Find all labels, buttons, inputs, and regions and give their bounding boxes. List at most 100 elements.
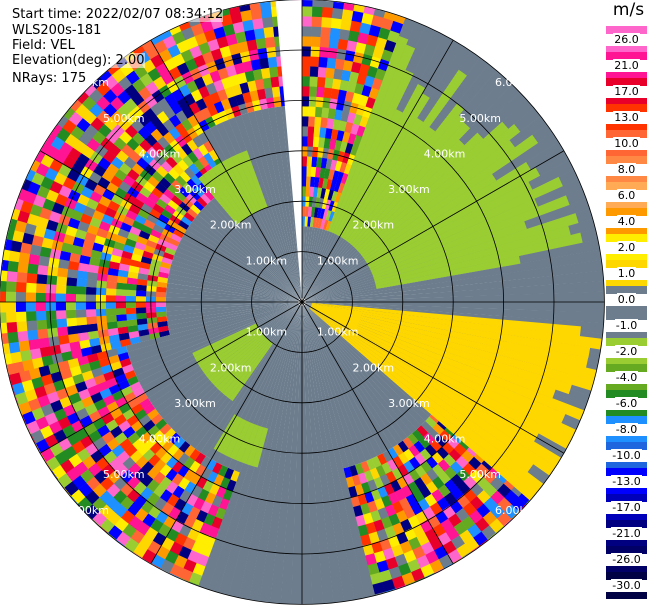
noise-cell (344, 142, 354, 155)
noise-cell (410, 568, 425, 582)
noise-cell (211, 516, 223, 530)
noise-cell (142, 419, 156, 432)
noise-cell (170, 233, 182, 243)
noise-cell (271, 86, 281, 98)
noise-cell (14, 391, 29, 406)
noise-cell (315, 96, 324, 108)
background-cell (169, 264, 299, 302)
background-cell (186, 225, 299, 300)
noise-cell (357, 31, 370, 45)
velocity-cell (359, 124, 521, 256)
noise-cell (153, 497, 167, 511)
noise-cell (222, 23, 236, 37)
noise-cell (307, 206, 313, 217)
noise-cell (5, 291, 17, 302)
noise-cell (369, 467, 381, 480)
noise-cell (203, 189, 215, 201)
colorbar-tick-label: 21.0 (606, 58, 647, 72)
noise-cell (385, 556, 399, 571)
noise-cell (437, 484, 451, 498)
noise-cell (444, 479, 458, 493)
noise-cell (166, 493, 180, 508)
noise-cell (420, 472, 433, 487)
background-cell (302, 305, 376, 598)
noise-cell (171, 472, 184, 486)
noise-cell (65, 309, 77, 319)
noise-cell (137, 267, 150, 275)
noise-cell (376, 528, 389, 542)
noise-cell (334, 108, 343, 121)
noise-cell (149, 441, 163, 455)
noise-cell (403, 448, 415, 462)
noise-cell (230, 11, 243, 24)
noise-cell (5, 281, 17, 293)
noise-cell (101, 412, 115, 425)
noise-cell (154, 418, 168, 431)
noise-cell (50, 352, 64, 365)
noise-cell (189, 448, 201, 462)
noise-cell (216, 88, 229, 102)
noise-cell (247, 79, 258, 92)
noise-cell (86, 224, 100, 236)
noise-cell (16, 210, 30, 224)
velocity-cell (311, 305, 359, 327)
noise-cell (408, 444, 421, 458)
noise-cell (190, 22, 205, 37)
noise-cell (90, 249, 103, 260)
velocity-cell (368, 181, 533, 269)
noise-cell (366, 458, 376, 471)
noise-cell (41, 237, 54, 249)
background-cell (302, 227, 318, 299)
noise-cell (228, 74, 240, 87)
noise-cell (384, 504, 397, 518)
noise-cell (425, 550, 440, 565)
colorbar-tick-label: -4.0 (606, 370, 647, 384)
noise-cell (118, 332, 130, 341)
noise-cell (77, 262, 90, 272)
noise-cell (111, 390, 125, 402)
noise-cell (310, 176, 316, 188)
noise-cell (264, 87, 274, 99)
noise-cell (131, 220, 144, 231)
azimuth-spoke (301, 40, 454, 303)
noise-cell (0, 248, 11, 261)
range-label: 1.00km (246, 326, 288, 339)
noise-cell (8, 250, 21, 263)
noise-cell (374, 497, 386, 511)
background-cell (127, 303, 299, 359)
azimuth-spoke (301, 301, 454, 564)
noise-cell (109, 425, 123, 439)
noise-cell (231, 83, 243, 97)
noise-cell (126, 277, 138, 285)
noise-cell (55, 301, 67, 311)
noise-cell (118, 162, 132, 175)
noise-cell (86, 323, 98, 333)
noise-cell (18, 369, 32, 383)
noise-cell (347, 132, 357, 145)
noise-cell (8, 341, 21, 354)
noise-cell (249, 89, 260, 102)
noise-cell (302, 185, 307, 197)
noise-cell (106, 274, 118, 283)
colorbar-tick-label: -26.0 (606, 552, 647, 566)
noise-cell (19, 349, 32, 362)
noise-cell (46, 318, 58, 329)
noise-cell (304, 215, 309, 227)
range-grid: 1.00km 2.00km 3.00km 4.00km 5.00km 6.00km 1.00… (0, 0, 605, 605)
noise-cell (155, 291, 167, 298)
azimuth-spoke (40, 150, 303, 303)
noise-cell (119, 357, 132, 368)
noise-cell (23, 190, 37, 205)
noise-cell (407, 481, 420, 495)
noise-cell (134, 425, 148, 439)
range-label: 3.00km (174, 183, 216, 196)
noise-cell (408, 468, 421, 482)
noise-cell (177, 219, 190, 230)
noise-cell (375, 465, 387, 478)
noise-cell (192, 135, 204, 148)
noise-cell (0, 291, 7, 302)
noise-cell (126, 137, 140, 151)
noise-cell (390, 20, 404, 34)
noise-cell (193, 54, 207, 68)
noise-cell (139, 431, 153, 444)
